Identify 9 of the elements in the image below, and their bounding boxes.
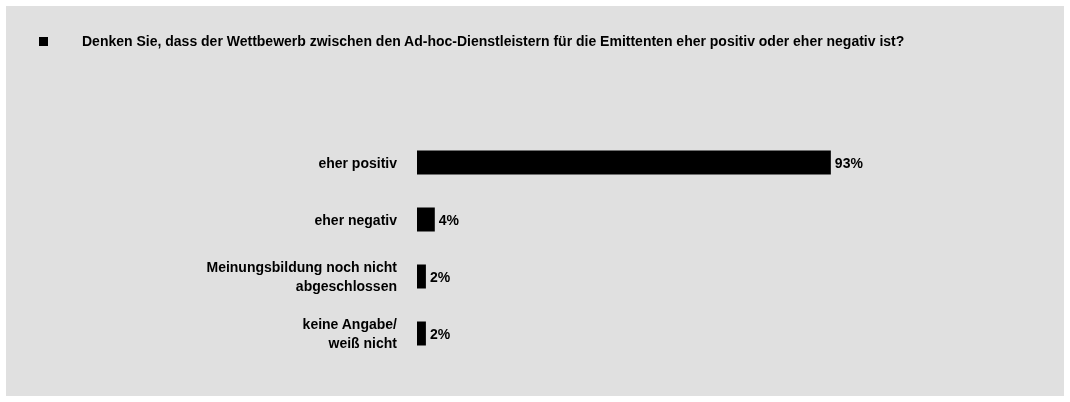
data-label: 2% [429, 268, 451, 285]
data-label: 93% [834, 154, 864, 171]
chart-title: Denken Sie, dass der Wettbewerb zwischen den Ad-hoc-Dienstleistern für die Emittenten eher positiv oder eher negativ ist? [82, 32, 906, 51]
y-tick-label: Meinungsbildung noch nicht abgeschlossen [206, 259, 398, 294]
y-tick-label: eher negativ [314, 211, 398, 228]
data-label: 2% [429, 325, 451, 342]
data-label: 4% [438, 211, 460, 228]
y-tick-label: eher positiv [318, 154, 398, 171]
y-tick-label: keine Angabe/ weiß nicht [302, 316, 398, 351]
